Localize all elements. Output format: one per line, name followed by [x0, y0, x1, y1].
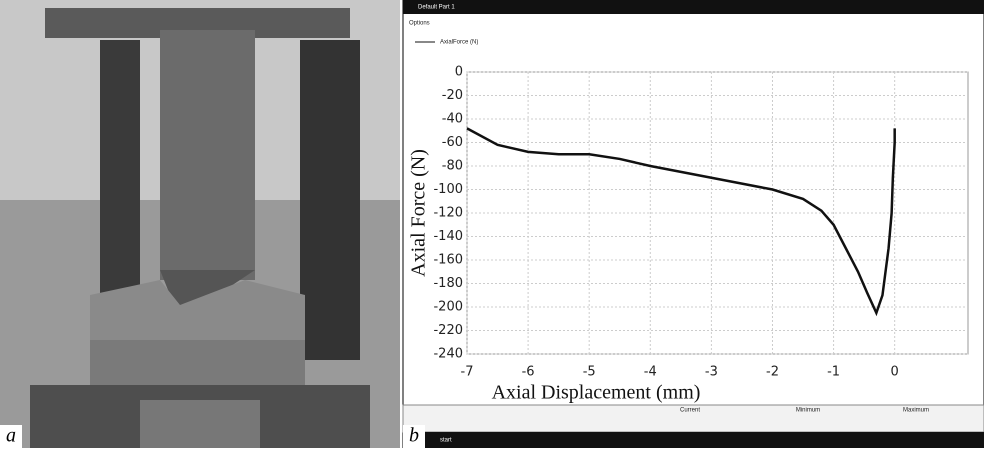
y-tick-label: -220	[433, 323, 463, 338]
y-tick-label: -160	[433, 253, 463, 268]
table-header: Minimum	[796, 408, 820, 414]
label-box	[0, 425, 22, 448]
status-table	[402, 404, 984, 433]
start-button[interactable]: start	[440, 438, 452, 444]
x-tick-label: 0	[891, 365, 899, 380]
data-line	[466, 127, 896, 317]
y-tick-label: -140	[433, 229, 463, 244]
y-tick-label: 0	[455, 65, 463, 80]
x-tick-label: -2	[766, 365, 779, 380]
x-tick-label: -6	[522, 365, 535, 380]
y-axis-label: Axial Force (N)	[408, 149, 430, 277]
table-header: Maximum	[903, 408, 929, 414]
x-tick-label: -3	[705, 365, 718, 380]
label-box	[403, 425, 425, 448]
y-tick-label: -40	[442, 112, 463, 127]
y-tick-label: -120	[433, 206, 463, 221]
menu[interactable]: Options	[409, 21, 430, 27]
y-tick-label: -240	[433, 347, 463, 362]
taskbar	[403, 432, 984, 448]
y-tick-label: -180	[433, 276, 463, 291]
panel-label: b	[409, 425, 419, 447]
y-tick-label: -20	[442, 88, 463, 103]
title-bar	[403, 0, 984, 14]
x-tick-label: -7	[461, 365, 474, 380]
y-tick-label: -200	[433, 300, 463, 315]
x-tick-label: -5	[583, 365, 596, 380]
photo	[0, 0, 400, 448]
y-tick-label: -100	[433, 182, 463, 197]
y-tick-label: -80	[442, 159, 463, 174]
x-tick-label: -4	[644, 365, 657, 380]
window-title: Default Part 1	[418, 5, 455, 11]
y-tick-label: -60	[442, 135, 463, 150]
table-header: Current	[680, 408, 700, 414]
x-tick-label: -1	[827, 365, 840, 380]
legend-label: AxialForce (N)	[440, 40, 478, 46]
x-axis-label: Axial Displacement (mm)	[492, 382, 701, 404]
panel-label: a	[6, 425, 16, 447]
